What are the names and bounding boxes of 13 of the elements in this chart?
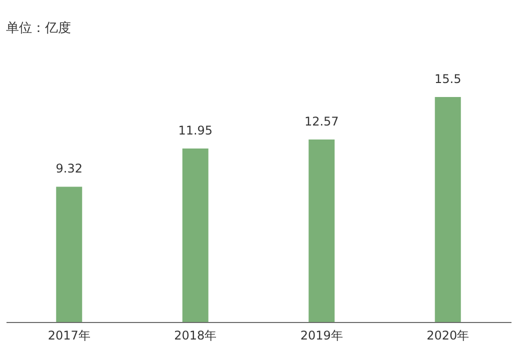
- data-label: 12.57: [304, 114, 339, 129]
- chart-title: 单位：亿度: [6, 20, 71, 36]
- data-label: 15.5: [434, 72, 462, 86]
- x-tick-label: 2020年: [426, 328, 470, 342]
- bar: [182, 148, 208, 322]
- x-tick-label: 2019年: [300, 328, 343, 342]
- bar: [56, 186, 82, 322]
- x-tick-label: 2017年: [48, 328, 90, 342]
- data-label: 11.95: [178, 124, 213, 138]
- data-label: 9.32: [56, 162, 82, 176]
- bar: [308, 140, 335, 322]
- bar: [434, 97, 461, 322]
- x-tick-label: 2018年: [174, 328, 217, 342]
